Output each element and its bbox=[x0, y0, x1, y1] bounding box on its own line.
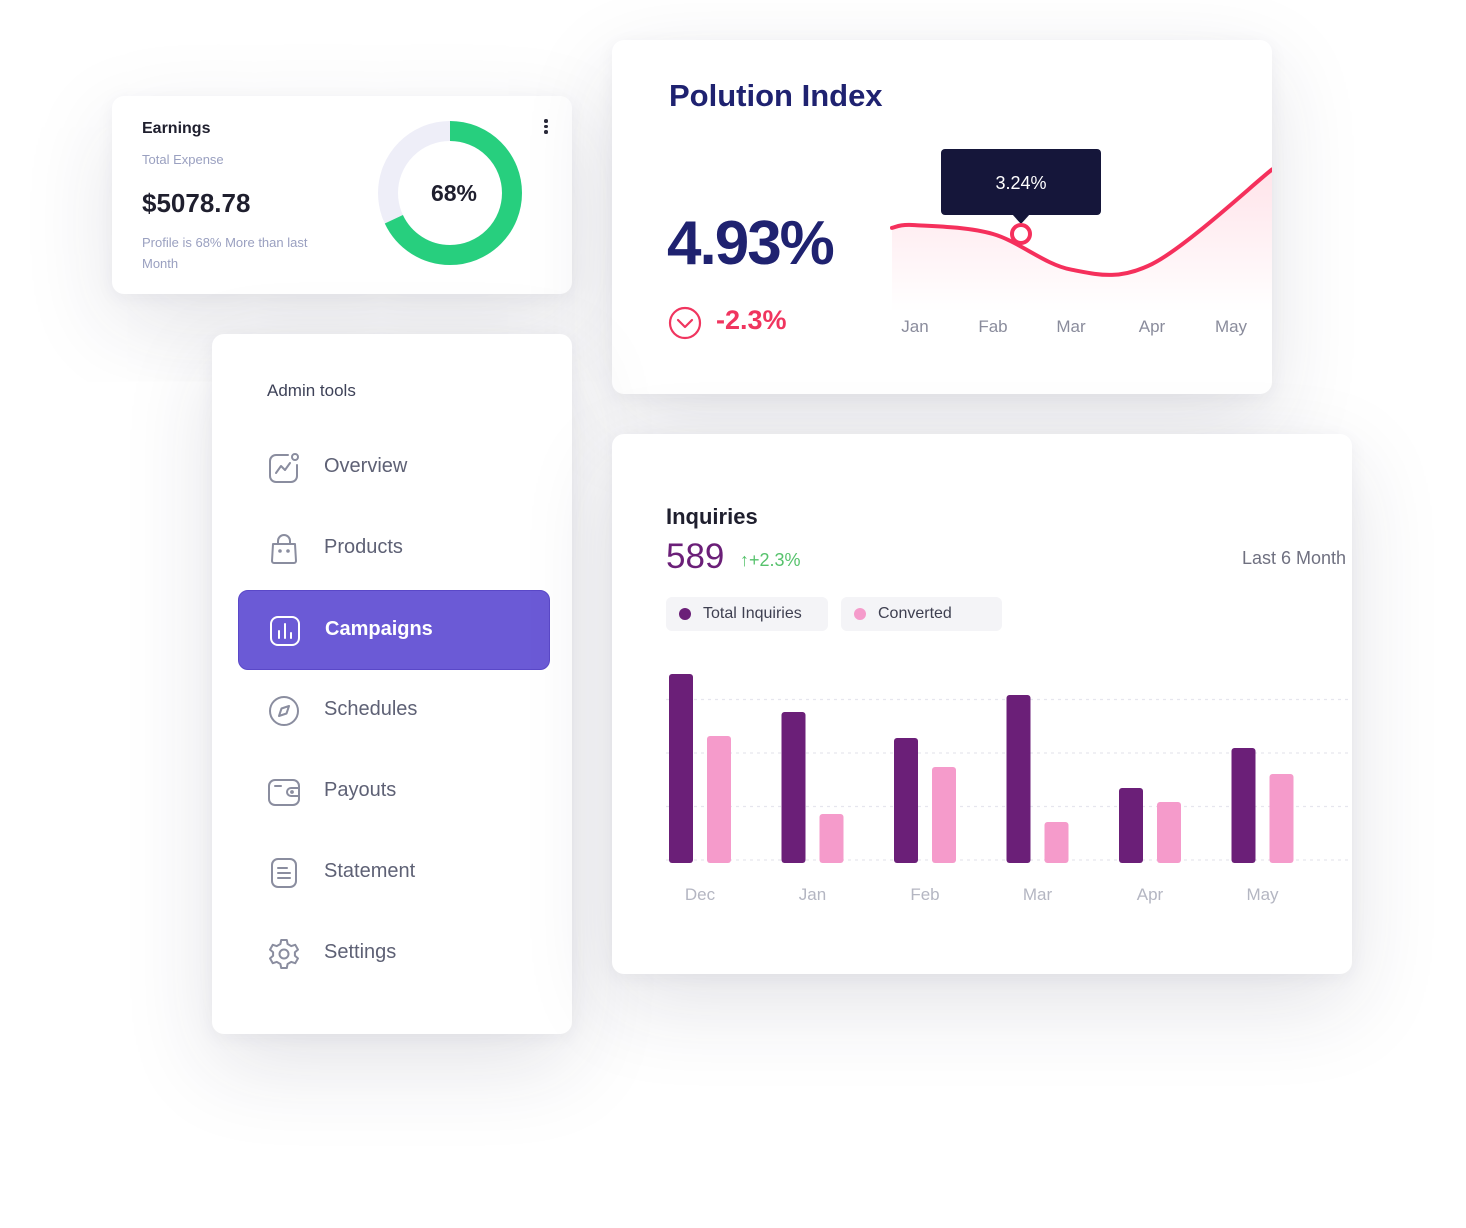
nav-item-label: Products bbox=[324, 536, 403, 558]
document-icon bbox=[271, 858, 297, 888]
value-tooltip: 3.24% bbox=[941, 149, 1101, 224]
earnings-subtitle: Total Expense bbox=[142, 152, 224, 167]
pollution-value: 4.93% bbox=[667, 209, 835, 278]
inquiries-title: Inquiries bbox=[666, 504, 758, 529]
legend-dot bbox=[679, 608, 691, 620]
bar-x-tick-label: Apr bbox=[1137, 885, 1164, 904]
line-x-tick-label: Mar bbox=[1056, 317, 1086, 336]
bar-x-tick-label: Dec bbox=[685, 885, 716, 904]
nav-item-statement[interactable]: Statement bbox=[238, 833, 550, 913]
legend-label: Total Inquiries bbox=[703, 605, 802, 622]
bar-total-inquiries bbox=[1119, 788, 1143, 863]
inquiries-bar-chart: Dec Jan Feb Mar Apr May bbox=[666, 674, 1352, 904]
bar-chart-icon bbox=[270, 616, 300, 646]
period-selector[interactable]: Last 6 Month bbox=[1241, 548, 1346, 568]
wallet-icon bbox=[268, 779, 300, 806]
admin-tools-card: Admin tools Overview Products Campaigns bbox=[212, 334, 572, 1034]
nav-item-label: Schedules bbox=[324, 698, 418, 720]
earnings-title: Earnings bbox=[142, 120, 211, 137]
inquiries-trend: ↑+2.3% bbox=[740, 550, 801, 571]
arrow-up-icon: ↑ bbox=[740, 550, 749, 570]
line-x-tick-label: Apr bbox=[1139, 317, 1166, 336]
chart-bars bbox=[669, 674, 1294, 863]
pollution-line-chart: 3.24% Jan Fab Mar Apr May bbox=[890, 149, 1272, 336]
legend-converted[interactable]: Converted bbox=[841, 597, 1002, 631]
bar-total-inquiries bbox=[669, 674, 693, 863]
line-x-tick-label: May bbox=[1215, 317, 1248, 336]
bar-converted bbox=[707, 736, 731, 863]
bar-total-inquiries bbox=[894, 738, 918, 863]
donut-progress bbox=[378, 121, 522, 265]
more-options-icon[interactable] bbox=[538, 114, 554, 138]
bar-converted bbox=[1157, 802, 1181, 863]
bar-x-tick-label: Jan bbox=[799, 885, 826, 904]
earnings-note: Profile is 68% More than last Month bbox=[142, 235, 308, 271]
bar-x-tick-label: Mar bbox=[1023, 885, 1053, 904]
nav-item-label: Overview bbox=[324, 455, 408, 477]
bar-x-tick-label: Feb bbox=[910, 885, 939, 904]
line-x-tick-label: Jan bbox=[901, 317, 928, 336]
legend-label: Converted bbox=[878, 605, 952, 622]
admin-tools-heading: Admin tools bbox=[267, 381, 356, 400]
inquiries-total: 589 bbox=[666, 537, 725, 576]
chevron-down-circle-icon bbox=[668, 306, 702, 340]
donut-percent-label: 68% bbox=[431, 180, 477, 206]
nav-item-schedules[interactable]: Schedules bbox=[238, 671, 550, 751]
line-area-fill bbox=[892, 169, 1272, 312]
pollution-index-card: 3.24% Jan Fab Mar Apr May Polution Index 4.9… bbox=[612, 40, 1272, 394]
nav-item-overview[interactable]: Overview bbox=[238, 428, 550, 508]
trend-value: +2.3% bbox=[749, 550, 801, 570]
tooltip-label: 3.24% bbox=[995, 173, 1046, 193]
legend-dot bbox=[854, 608, 866, 620]
bar-converted bbox=[1044, 822, 1069, 863]
nav-item-label: Settings bbox=[324, 941, 397, 963]
line-marker bbox=[1010, 223, 1032, 245]
bar-x-tick-label: May bbox=[1246, 885, 1279, 904]
legend-total-inquiries[interactable]: Total Inquiries bbox=[666, 597, 828, 631]
line-x-tick-label: Fab bbox=[978, 317, 1007, 336]
pollution-change: -2.3% bbox=[716, 305, 787, 335]
nav-item-label: Campaigns bbox=[325, 618, 433, 640]
bar-converted bbox=[819, 814, 844, 863]
earnings-card: Earnings Total Expense $5078.78 Profile … bbox=[112, 96, 572, 294]
nav-item-label: Statement bbox=[324, 860, 416, 882]
inquiries-card: Dec Jan Feb Mar Apr May Inquiries 589 ↑+2.3% … bbox=[612, 434, 1352, 974]
bar-total-inquiries bbox=[1006, 695, 1031, 863]
shopping-bag-icon bbox=[271, 534, 297, 564]
pollution-line bbox=[890, 167, 1272, 277]
bar-converted bbox=[1269, 774, 1294, 863]
bar-total-inquiries bbox=[1231, 748, 1256, 863]
nav-item-payouts[interactable]: Payouts bbox=[238, 752, 550, 832]
compass-icon bbox=[269, 696, 299, 726]
bar-converted bbox=[932, 767, 956, 863]
tooltip-pointer bbox=[1012, 214, 1030, 224]
tooltip-box bbox=[941, 149, 1101, 215]
pollution-title: Polution Index bbox=[669, 78, 883, 113]
line-x-axis: Jan Fab Mar Apr May bbox=[901, 317, 1247, 336]
earnings-donut-chart: 68% bbox=[378, 121, 522, 265]
earnings-amount: $5078.78 bbox=[142, 188, 251, 218]
chart-trend-icon bbox=[269, 453, 299, 483]
bar-x-axis: Dec Jan Feb Mar Apr May bbox=[685, 885, 1279, 904]
bar-total-inquiries bbox=[781, 712, 806, 863]
nav-item-products[interactable]: Products bbox=[238, 509, 550, 589]
nav-item-settings[interactable]: Settings bbox=[238, 914, 550, 994]
gear-icon bbox=[269, 939, 299, 969]
nav-item-label: Payouts bbox=[324, 779, 397, 801]
nav-item-campaigns[interactable]: Campaigns bbox=[238, 590, 550, 670]
